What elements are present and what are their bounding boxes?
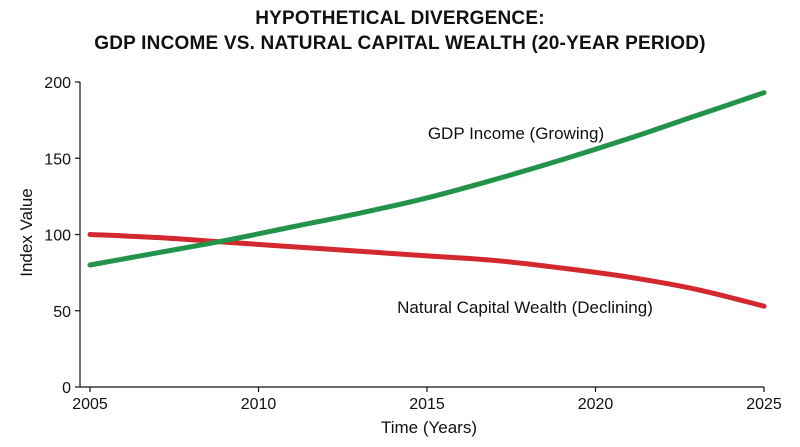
y-tick-label: 50 bbox=[53, 304, 71, 321]
series-lines bbox=[87, 90, 767, 309]
y-tick-label: 0 bbox=[62, 380, 71, 397]
x-tick-label: 2015 bbox=[409, 396, 445, 413]
chart-title-line-1: HYPOTHETICAL DIVERGENCE: bbox=[255, 8, 545, 29]
x-tick-label: 2020 bbox=[578, 396, 614, 413]
natural-capital-wealth-line bbox=[87, 232, 767, 309]
y-axis-label: Index Value bbox=[17, 188, 36, 277]
gdp-series-label: GDP Income (Growing) bbox=[428, 124, 604, 143]
y-tick-label: 100 bbox=[44, 228, 71, 245]
y-tick-label: 150 bbox=[44, 151, 71, 168]
gdp-income-line bbox=[87, 90, 767, 268]
x-axis-label: Time (Years) bbox=[381, 418, 477, 437]
x-axis-ticks: 2005 2010 2015 2020 2025 bbox=[72, 387, 782, 413]
y-tick-label: 200 bbox=[44, 75, 71, 92]
x-tick-label: 2025 bbox=[746, 396, 782, 413]
natural-capital-series-label: Natural Capital Wealth (Declining) bbox=[397, 298, 653, 317]
x-tick-label: 2005 bbox=[72, 396, 108, 413]
x-tick-label: 2010 bbox=[241, 396, 277, 413]
chart-title-line-2: GDP INCOME VS. NATURAL CAPITAL WEALTH (2… bbox=[94, 33, 706, 54]
y-axis-ticks: 0 50 100 150 200 bbox=[44, 75, 80, 397]
